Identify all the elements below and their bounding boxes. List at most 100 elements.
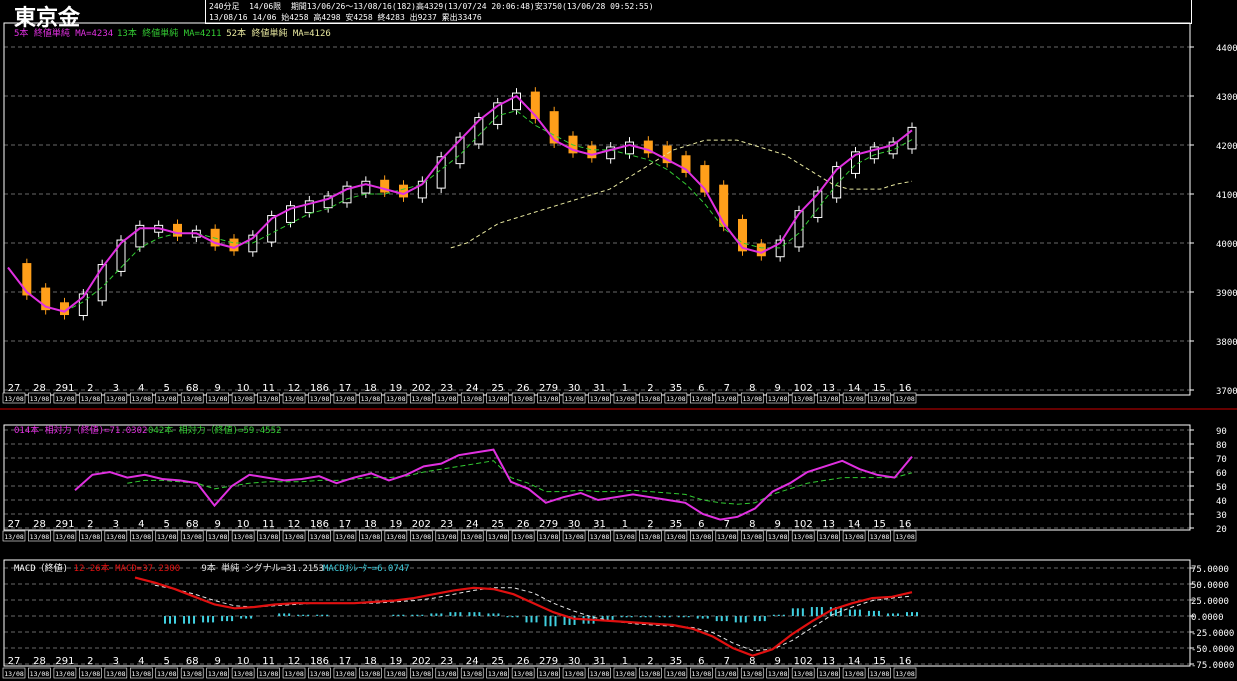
date-stamp-box bbox=[740, 530, 764, 542]
date-stamp-box bbox=[537, 530, 560, 542]
candle-body bbox=[173, 223, 182, 237]
date-stamp: 13/08 bbox=[259, 395, 279, 403]
date-stamp-box bbox=[155, 530, 179, 542]
date-stamp: 13/08 bbox=[361, 670, 381, 678]
date-stamp: 13/08 bbox=[386, 670, 406, 678]
date-stamp: 13/08 bbox=[233, 533, 253, 541]
date-stamp-box bbox=[842, 530, 866, 542]
date-stamp-box bbox=[282, 667, 306, 679]
candle-body bbox=[606, 146, 616, 160]
date-stamp-box bbox=[2, 667, 26, 679]
x-tick-label: 13 bbox=[822, 656, 835, 667]
x-tick-label: 19 bbox=[389, 383, 402, 394]
date-stamp-box bbox=[893, 667, 917, 679]
candle-body bbox=[549, 111, 559, 144]
date-stamp-box bbox=[257, 530, 280, 542]
date-stamp: 13/08 bbox=[208, 670, 228, 678]
y-tick-label: 80 bbox=[1216, 441, 1227, 451]
x-tick-label: 102 bbox=[794, 656, 813, 667]
date-stamp: 13/08 bbox=[539, 533, 559, 541]
date-stamp-box bbox=[690, 530, 713, 542]
date-stamp-box bbox=[690, 392, 713, 404]
date-stamp-box bbox=[460, 667, 484, 679]
x-tick-label: 19 bbox=[389, 519, 402, 530]
x-tick-label: 2 bbox=[87, 519, 93, 530]
date-stamp-box bbox=[817, 530, 840, 542]
date-stamp-box bbox=[613, 530, 637, 542]
date-stamp: 13/08 bbox=[564, 670, 584, 678]
date-stamp-box bbox=[79, 530, 102, 542]
ma52-line bbox=[450, 139, 913, 249]
date-stamp-box bbox=[410, 392, 433, 404]
date-stamp: 13/08 bbox=[30, 395, 50, 403]
date-stamp-box bbox=[155, 392, 179, 404]
date-stamp-box bbox=[588, 667, 611, 679]
y-tick-label: 4200 bbox=[1216, 142, 1237, 152]
date-stamp-box bbox=[308, 392, 331, 404]
date-stamp-box bbox=[104, 667, 128, 679]
y-tick-label: 25.0000 bbox=[1191, 597, 1229, 607]
x-tick-label: 31 bbox=[593, 519, 606, 530]
x-tick-label: 9 bbox=[775, 383, 781, 394]
date-stamp: 13/08 bbox=[157, 533, 177, 541]
x-tick-label: 17 bbox=[339, 383, 352, 394]
x-tick-label: 102 bbox=[794, 383, 813, 394]
candle-body bbox=[756, 243, 766, 257]
date-stamp: 13/08 bbox=[233, 395, 253, 403]
macd-line bbox=[134, 576, 913, 657]
date-stamp-box bbox=[664, 667, 688, 679]
date-stamp-box bbox=[486, 392, 509, 404]
x-tick-label: 4 bbox=[138, 656, 144, 667]
date-stamp-box bbox=[664, 392, 688, 404]
x-tick-label: 2 bbox=[87, 656, 93, 667]
date-stamp: 13/08 bbox=[615, 395, 635, 403]
y-tick-label: 4100 bbox=[1216, 191, 1237, 201]
date-stamp: 13/08 bbox=[106, 395, 126, 403]
x-tick-label: 18 bbox=[364, 519, 377, 530]
date-stamp: 13/08 bbox=[564, 533, 584, 541]
x-tick-label: 2 bbox=[647, 519, 653, 530]
date-stamp: 13/08 bbox=[590, 670, 610, 678]
candle-body bbox=[907, 126, 917, 150]
date-stamp-box bbox=[435, 392, 459, 404]
x-tick-label: 16 bbox=[899, 383, 912, 394]
x-tick-label: 28 bbox=[33, 383, 46, 394]
x-tick-label: 9 bbox=[214, 383, 220, 394]
x-tick-label: 27 bbox=[8, 519, 21, 530]
x-tick-label: 35 bbox=[670, 383, 683, 394]
date-stamp: 13/08 bbox=[564, 395, 584, 403]
header-range-info: 期間13/06/26～13/08/16(182)高4329(13/07/24 2… bbox=[290, 2, 654, 11]
date-stamp: 13/08 bbox=[182, 533, 202, 541]
candle-body bbox=[22, 263, 32, 296]
date-stamp: 13/08 bbox=[488, 533, 508, 541]
date-stamp-box bbox=[868, 530, 891, 542]
x-tick-label: 291 bbox=[55, 519, 74, 530]
date-stamp: 13/08 bbox=[30, 670, 50, 678]
date-stamp: 13/08 bbox=[615, 533, 635, 541]
x-tick-label: 291 bbox=[55, 383, 74, 394]
x-tick-label: 202 bbox=[412, 656, 431, 667]
x-tick-label: 15 bbox=[873, 383, 886, 394]
date-stamp: 13/08 bbox=[692, 395, 712, 403]
x-tick-label: 11 bbox=[262, 383, 275, 394]
x-tick-label: 19 bbox=[389, 656, 402, 667]
x-tick-label: 24 bbox=[466, 383, 479, 394]
date-stamp: 13/08 bbox=[717, 670, 737, 678]
date-stamp-box bbox=[2, 530, 26, 542]
date-stamp: 13/08 bbox=[412, 533, 432, 541]
date-stamp: 13/08 bbox=[717, 533, 737, 541]
ma-legend-item: 52本 終値単純 MA=4126 bbox=[226, 27, 331, 39]
x-tick-label: 1 bbox=[622, 383, 628, 394]
date-stamp-box bbox=[129, 667, 153, 679]
date-stamp: 13/08 bbox=[361, 395, 381, 403]
y-tick-label: 40 bbox=[1216, 497, 1227, 507]
date-stamp: 13/08 bbox=[208, 533, 228, 541]
date-stamp-box bbox=[537, 667, 560, 679]
x-tick-label: 291 bbox=[55, 656, 74, 667]
x-tick-label: 7 bbox=[724, 656, 730, 667]
date-stamp-box bbox=[537, 392, 560, 404]
y-tick-label: 3800 bbox=[1216, 338, 1237, 348]
x-tick-label: 68 bbox=[186, 656, 199, 667]
date-stamp: 13/08 bbox=[335, 670, 355, 678]
